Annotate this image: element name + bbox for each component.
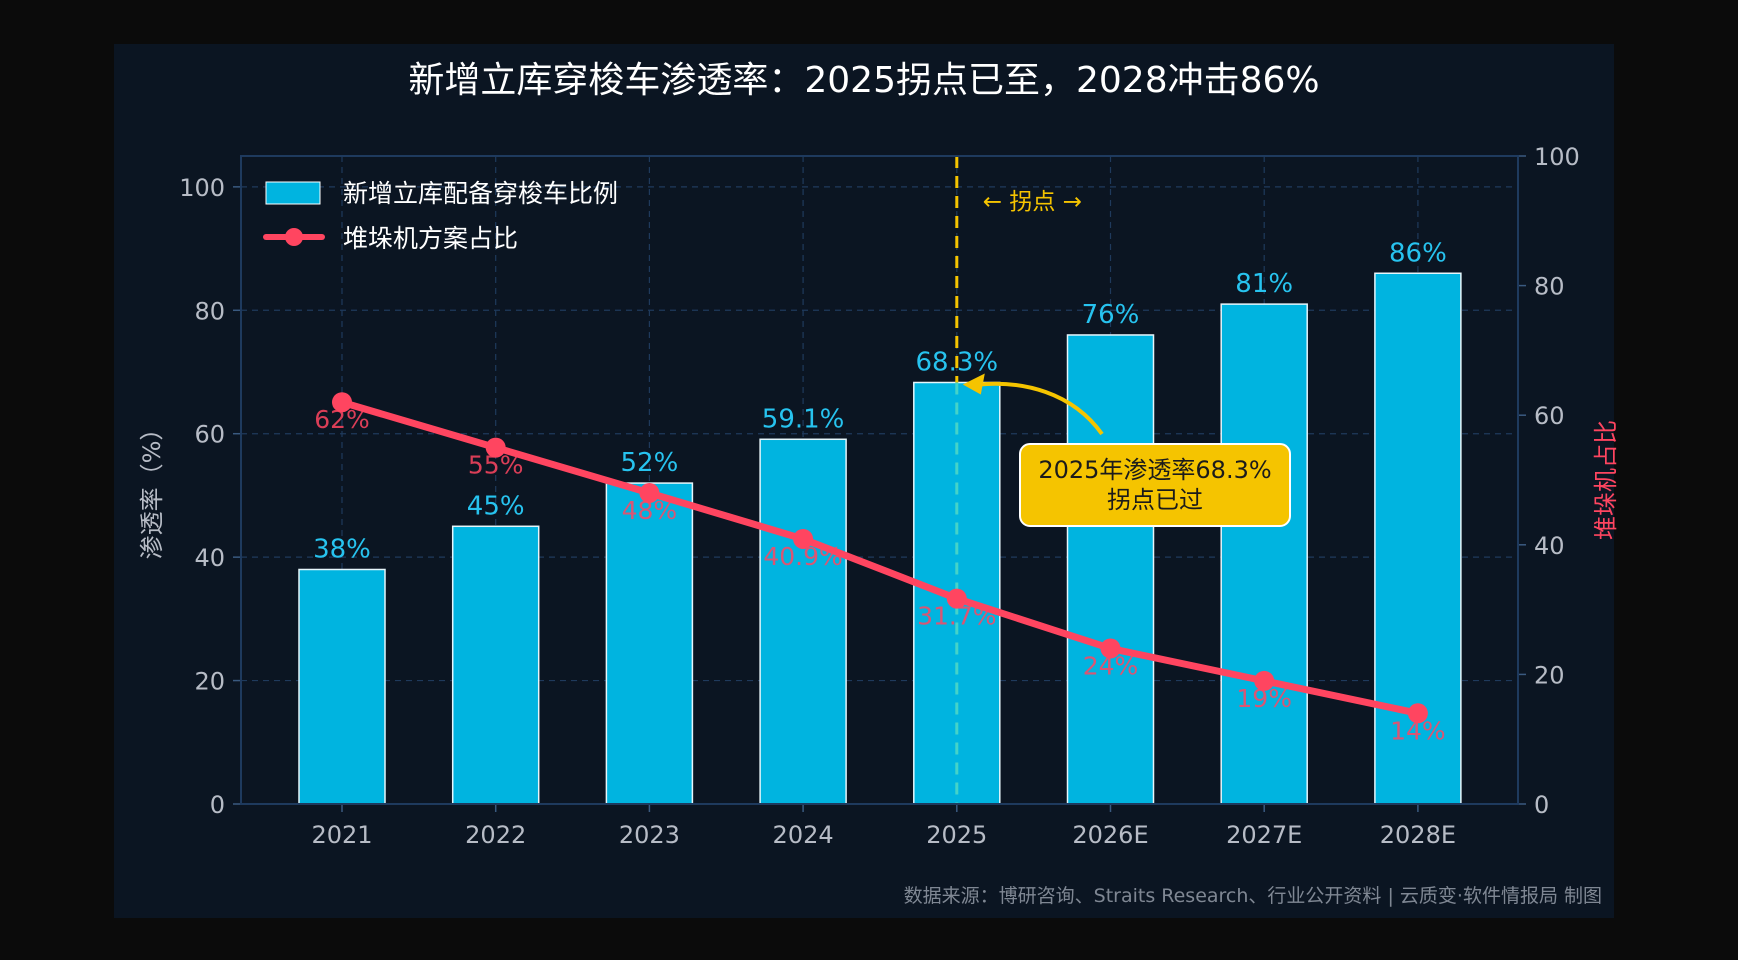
line-value-label: 19% (1236, 684, 1292, 713)
x-tick-label: 2025 (926, 821, 987, 849)
y-tick-label-left: 100 (179, 174, 225, 202)
bar (759, 438, 847, 805)
line-value-label: 14% (1390, 716, 1446, 745)
y-tick-label-right: 20 (1534, 661, 1565, 689)
bar-value-label: 81% (1235, 269, 1293, 299)
line-value-label: 48% (622, 496, 678, 525)
line-value-label: 55% (468, 451, 524, 480)
bar (1220, 303, 1308, 805)
legend-bar-swatch (265, 181, 321, 205)
x-tick-label: 2022 (465, 821, 526, 849)
x-tick-label: 2026E (1072, 821, 1148, 849)
y-tick-label-right: 80 (1534, 273, 1565, 301)
annotation-arrow (978, 381, 1104, 436)
y-tick-label-left: 60 (194, 421, 225, 449)
annotation: 2025年渗透率68.3% 拐点已过 (962, 373, 1291, 527)
line-marker (332, 392, 352, 413)
y-axis-label-right: 堆垛机占比 (1592, 420, 1620, 540)
annotation-text-line-1: 2025年渗透率68.3% (1038, 456, 1271, 484)
plot-frame (240, 155, 1519, 805)
bar-value-label: 76% (1082, 300, 1140, 330)
chart-title: 新增立库穿梭车渗透率：2025拐点已至，2028冲击86% (408, 60, 1319, 101)
bar (605, 482, 694, 805)
bar-value-label: 59.1% (762, 404, 845, 434)
line-marker (485, 437, 506, 458)
x-tick-label: 2027E (1226, 821, 1302, 849)
bar-value-label: 38% (313, 534, 371, 564)
bar-value-label: 86% (1389, 238, 1447, 268)
legend-line-label: 堆垛机方案占比 (343, 224, 518, 253)
y-tick-label-right: 40 (1534, 532, 1565, 560)
bar-value-label: 68.3% (915, 347, 998, 377)
line-marker (639, 482, 660, 503)
legend-bar-label: 新增立库配备穿梭车比例 (343, 179, 618, 208)
x-tick-label: 2023 (619, 821, 680, 849)
bar (298, 568, 386, 805)
annotation-box (1019, 443, 1291, 527)
bar-value-label: 52% (621, 448, 679, 478)
bar (1066, 334, 1155, 805)
x-tick-label: 2021 (311, 821, 372, 849)
line-value-label: 62% (314, 405, 370, 434)
line-value-labels: 62% 55% 48% 40.9% 31.7% 24% 19% 14% (314, 405, 1445, 745)
line-path (338, 398, 1422, 717)
y-tick-label-right: 0 (1534, 791, 1549, 819)
bars (298, 272, 1462, 805)
line-value-label: 24% (1083, 651, 1139, 680)
source-footnote: 数据来源：博研咨询、Straits Research、行业公开资料 | 云质变·… (904, 885, 1602, 907)
line-marker (793, 528, 814, 549)
bar-value-labels: 38% 45% 52% 59.1% 68.3% 76% 81% 86% (313, 238, 1447, 564)
bar (451, 525, 540, 805)
axes: 0 20 40 60 80 100 0 20 40 60 80 100 2021 2022 2023 2024… (179, 143, 1580, 849)
line-value-label: 31.7% (917, 602, 996, 631)
y-tick-label-left: 40 (194, 544, 225, 572)
y-tick-label-left: 80 (194, 297, 225, 325)
annotation-arrowhead (962, 373, 985, 395)
line-value-label: 40.9% (763, 542, 842, 571)
annotation-text-line-2: 拐点已过 (1107, 486, 1203, 514)
legend-line-marker (285, 228, 303, 246)
y-tick-label-left: 20 (194, 668, 225, 696)
legend: 新增立库配备穿梭车比例 堆垛机方案占比 (263, 179, 618, 253)
line-marker (1407, 703, 1428, 724)
y-tick-label-left: 0 (210, 791, 225, 819)
line-marker (1254, 670, 1275, 691)
turning-point-label: ← 拐点 → (983, 189, 1082, 215)
x-tick-label: 2024 (773, 821, 834, 849)
y-tick-label-right: 100 (1534, 143, 1580, 171)
line-marker (1100, 638, 1121, 659)
x-tick-label: 2028E (1380, 821, 1456, 849)
y-axis-label-left: 渗透率（%） (138, 417, 166, 560)
line-series (332, 392, 1428, 724)
line-marker (946, 588, 967, 609)
y-tick-label-right: 60 (1534, 402, 1565, 430)
bar-value-label: 45% (467, 491, 525, 521)
